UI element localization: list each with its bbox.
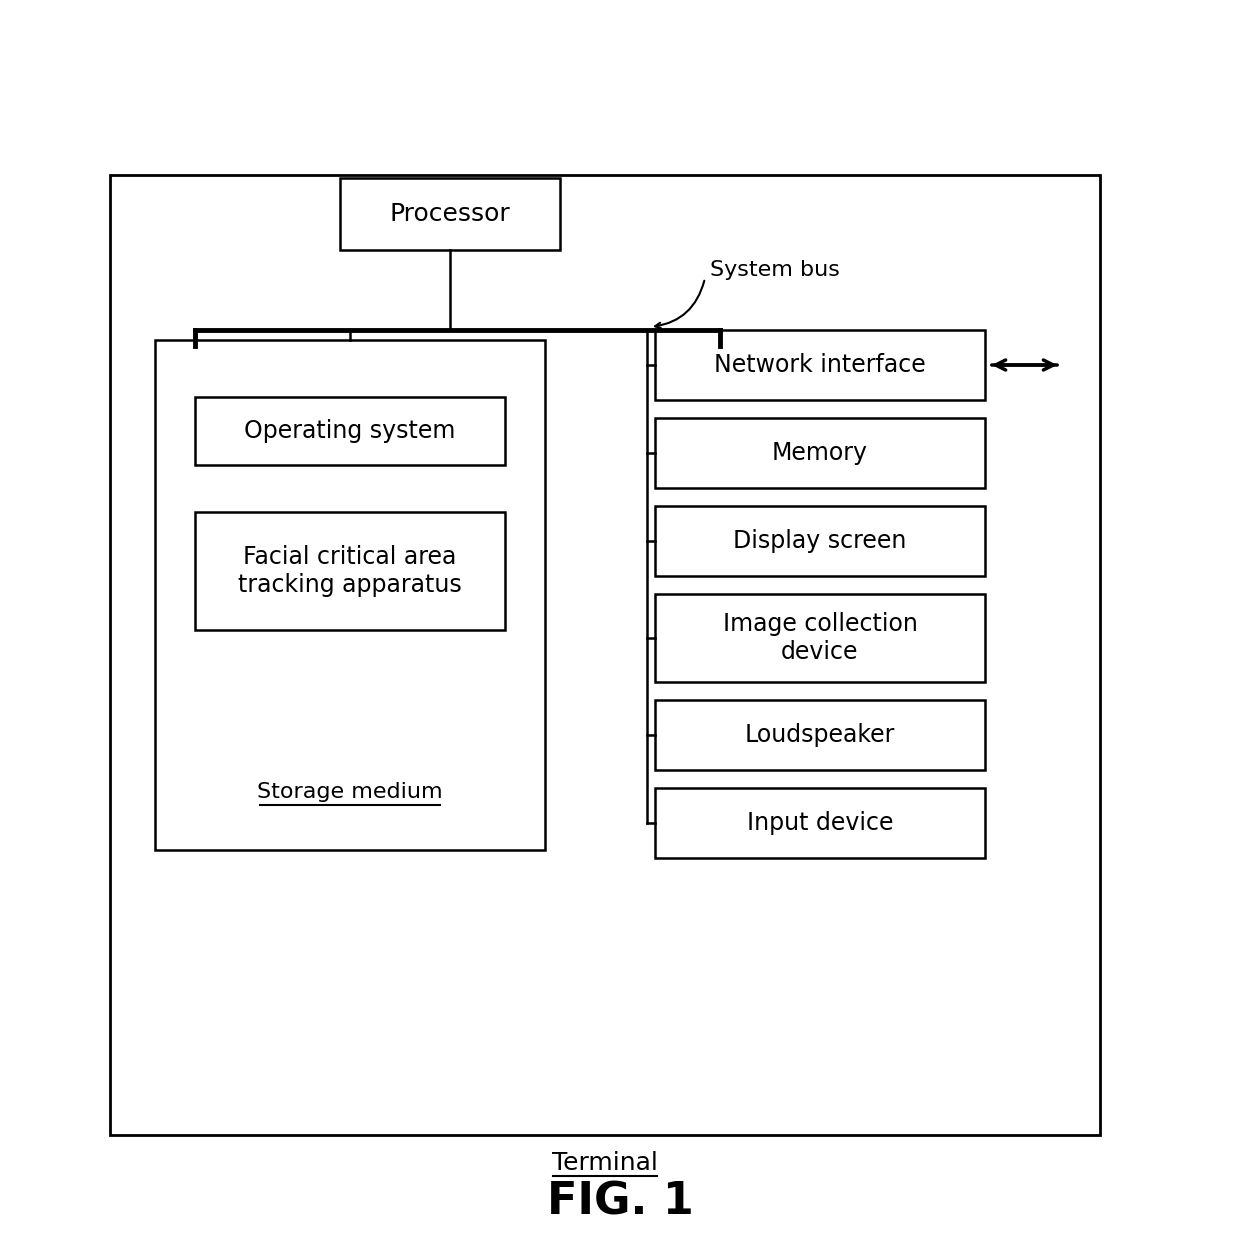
Text: Image collection
device: Image collection device — [723, 613, 918, 663]
Text: Display screen: Display screen — [733, 529, 906, 553]
Text: Loudspeaker: Loudspeaker — [745, 723, 895, 746]
Bar — [655, 787, 985, 858]
Text: Terminal: Terminal — [552, 1151, 658, 1176]
Text: Input device: Input device — [746, 811, 893, 835]
Text: FIG. 1: FIG. 1 — [547, 1180, 693, 1224]
Text: Processor: Processor — [389, 202, 511, 226]
Text: Storage medium: Storage medium — [257, 782, 443, 802]
Text: System bus: System bus — [711, 260, 839, 280]
Bar — [655, 506, 985, 577]
Bar — [655, 418, 985, 489]
Bar — [155, 340, 546, 849]
Text: Facial critical area
tracking apparatus: Facial critical area tracking apparatus — [238, 546, 461, 596]
Text: Memory: Memory — [773, 441, 868, 465]
Bar — [655, 330, 985, 401]
Bar — [340, 179, 560, 250]
Bar — [195, 512, 505, 630]
Bar — [655, 701, 985, 770]
Text: Network interface: Network interface — [714, 353, 926, 377]
Bar — [110, 175, 1100, 1135]
Text: Operating system: Operating system — [244, 419, 455, 443]
Bar — [655, 594, 985, 682]
Bar — [195, 397, 505, 465]
